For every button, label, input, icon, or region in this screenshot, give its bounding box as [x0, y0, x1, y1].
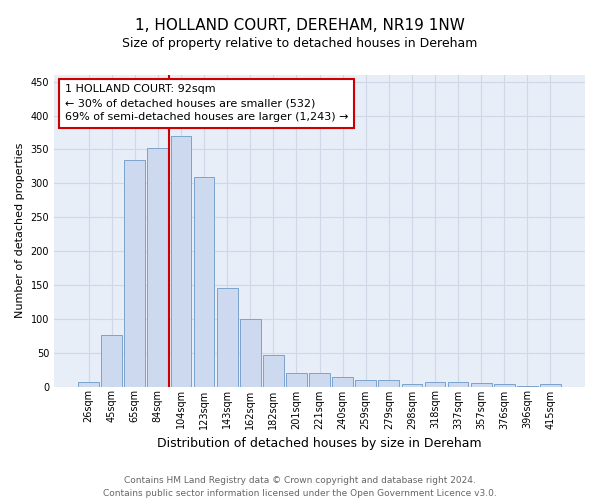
Bar: [401, 384, 422, 386]
Bar: [263, 354, 284, 386]
Bar: [170, 136, 191, 386]
Bar: [425, 382, 445, 386]
Bar: [148, 148, 168, 386]
Bar: [494, 384, 515, 386]
Bar: [286, 373, 307, 386]
Text: Contains HM Land Registry data © Crown copyright and database right 2024.
Contai: Contains HM Land Registry data © Crown c…: [103, 476, 497, 498]
Y-axis label: Number of detached properties: Number of detached properties: [15, 143, 25, 318]
Bar: [332, 377, 353, 386]
Bar: [124, 160, 145, 386]
Text: 1 HOLLAND COURT: 92sqm
← 30% of detached houses are smaller (532)
69% of semi-de: 1 HOLLAND COURT: 92sqm ← 30% of detached…: [65, 84, 348, 122]
X-axis label: Distribution of detached houses by size in Dereham: Distribution of detached houses by size …: [157, 437, 482, 450]
Bar: [309, 373, 330, 386]
Bar: [540, 384, 561, 386]
Bar: [78, 382, 99, 386]
Bar: [101, 335, 122, 386]
Text: 1, HOLLAND COURT, DEREHAM, NR19 1NW: 1, HOLLAND COURT, DEREHAM, NR19 1NW: [135, 18, 465, 32]
Bar: [471, 383, 491, 386]
Text: Size of property relative to detached houses in Dereham: Size of property relative to detached ho…: [122, 38, 478, 51]
Bar: [379, 380, 399, 386]
Bar: [355, 380, 376, 386]
Bar: [448, 382, 469, 386]
Bar: [194, 176, 214, 386]
Bar: [240, 319, 260, 386]
Bar: [217, 288, 238, 386]
